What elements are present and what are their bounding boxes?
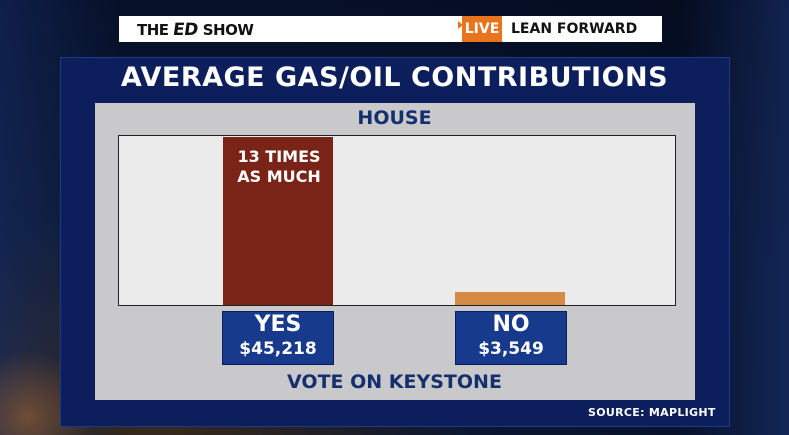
bar-no — [455, 292, 565, 305]
plot-area — [118, 135, 676, 306]
bar-annotation: 13 TIMES AS MUCH — [225, 147, 333, 187]
data-label-yes: $45,218 — [239, 339, 317, 359]
source-credit: SOURCE: MAPLIGHT — [588, 406, 716, 419]
data-label-no: $3,549 — [478, 339, 544, 359]
category-label-yes: YES — [254, 312, 302, 337]
show-logo-ed: ED — [171, 20, 200, 40]
bar-annotation-line-2: AS MUCH — [237, 167, 321, 186]
bar-yes — [223, 137, 333, 305]
category-box-yes: YES $45,218 — [222, 311, 334, 365]
show-banner: THE ED SHOW LIVE LEAN FORWARD — [119, 16, 662, 42]
live-badge: LIVE — [462, 16, 502, 42]
network-tagline: LEAN FORWARD — [511, 21, 638, 37]
live-label: LIVE — [464, 21, 500, 37]
x-axis-label: VOTE ON KEYSTONE — [287, 371, 502, 393]
show-logo: THE ED SHOW — [137, 20, 254, 40]
live-play-icon — [458, 21, 463, 29]
category-label-no: NO — [492, 312, 530, 337]
bar-annotation-line-1: 13 TIMES — [237, 147, 321, 166]
chart-subtitle: HOUSE — [357, 107, 432, 129]
show-logo-prefix: THE — [137, 21, 169, 39]
chart-title: AVERAGE GAS/OIL CONTRIBUTIONS — [120, 62, 669, 93]
show-logo-suffix: SHOW — [202, 21, 254, 39]
category-box-no: NO $3,549 — [455, 311, 567, 365]
